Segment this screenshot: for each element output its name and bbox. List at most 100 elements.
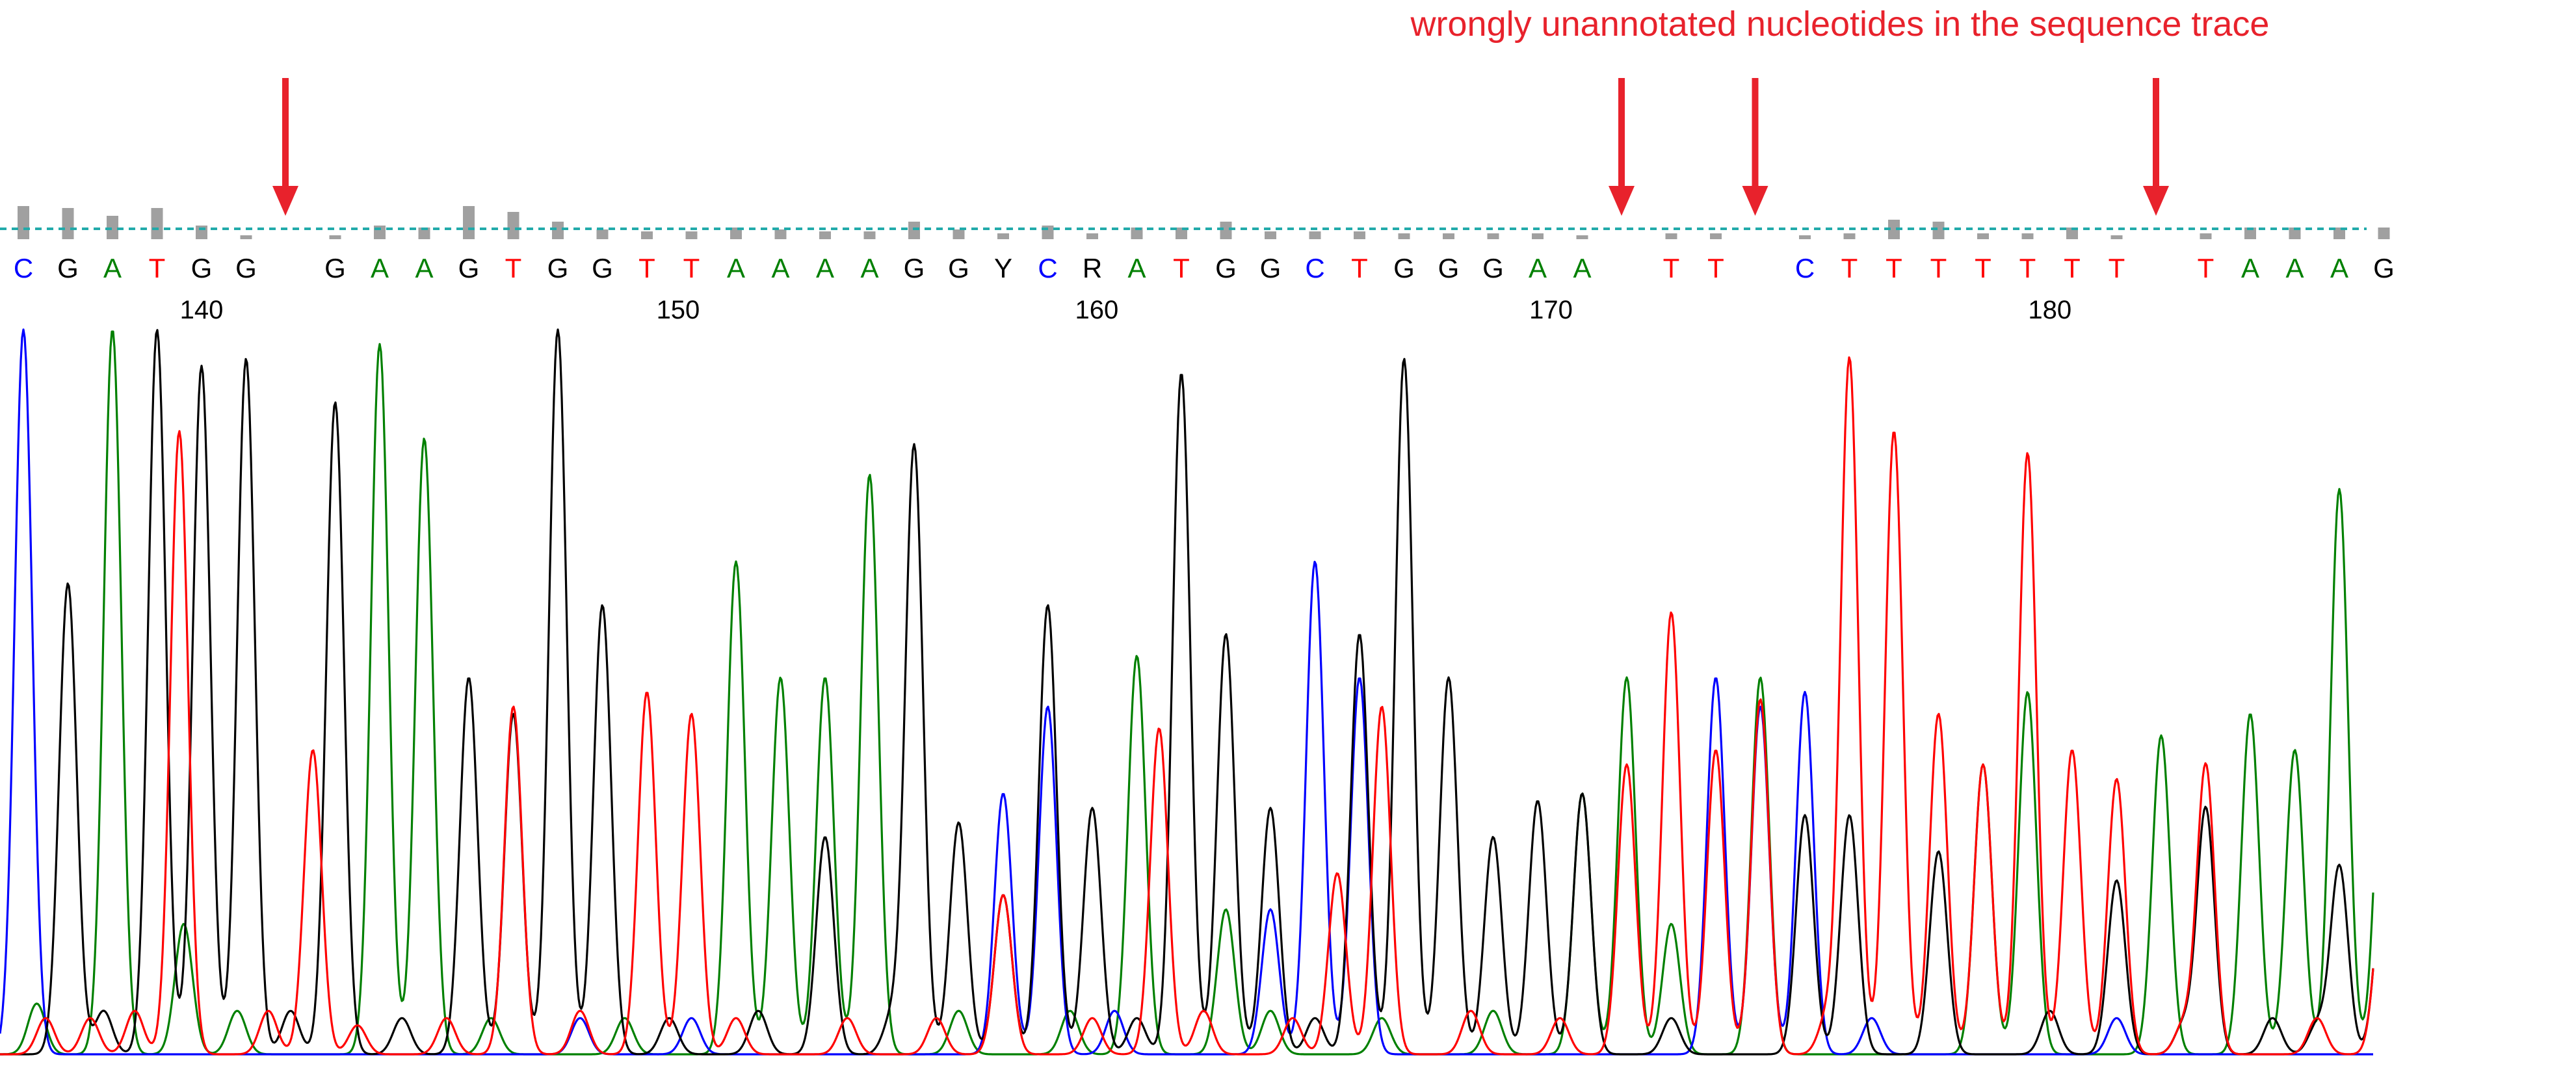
quality-bar bbox=[863, 231, 876, 239]
annotation-arrows bbox=[272, 78, 2169, 216]
annotation-arrow bbox=[2143, 78, 2169, 216]
quality-bar bbox=[1665, 233, 1677, 239]
quality-bar bbox=[1443, 233, 1454, 239]
base-call: T bbox=[1975, 253, 1991, 283]
arrow-head bbox=[272, 186, 298, 216]
base-call: G bbox=[1482, 253, 1504, 283]
quality-bar bbox=[2333, 228, 2345, 239]
base-call: T bbox=[1707, 253, 1724, 283]
quality-bar bbox=[1398, 233, 1410, 239]
base-call: A bbox=[371, 253, 389, 283]
base-call: G bbox=[324, 253, 346, 283]
base-call: T bbox=[1930, 253, 1947, 283]
quality-bar bbox=[1576, 235, 1588, 239]
quality-bar bbox=[62, 208, 74, 239]
quality-bar bbox=[1710, 233, 1722, 239]
base-call: G bbox=[1393, 253, 1415, 283]
arrow-head bbox=[2143, 186, 2169, 216]
annotation-arrow bbox=[272, 78, 298, 216]
quality-bar bbox=[2244, 228, 2256, 239]
base-call: G bbox=[592, 253, 613, 283]
base-call: Y bbox=[994, 253, 1012, 283]
quality-bar bbox=[1354, 231, 1365, 239]
base-call: A bbox=[103, 253, 122, 283]
quality-bar bbox=[1131, 228, 1143, 239]
quality-bar bbox=[819, 231, 831, 239]
position-ticks: 140 150 160 170 180 bbox=[180, 296, 2072, 324]
quality-bar bbox=[151, 208, 163, 239]
quality-bar bbox=[1309, 231, 1321, 239]
base-call: G bbox=[904, 253, 925, 283]
base-call: A bbox=[771, 253, 789, 283]
quality-bar bbox=[240, 235, 252, 239]
quality-bar bbox=[1888, 220, 1900, 239]
quality-bar bbox=[1265, 231, 1276, 239]
base-call: C bbox=[1038, 253, 1057, 283]
trace-lines bbox=[0, 328, 2374, 1056]
base-call: C bbox=[1305, 253, 1324, 283]
base-call: T bbox=[505, 253, 522, 283]
base-call: T bbox=[149, 253, 166, 283]
base-call: A bbox=[816, 253, 834, 283]
quality-bar bbox=[1176, 228, 1187, 239]
quality-bar bbox=[18, 206, 29, 239]
base-call: G bbox=[191, 253, 213, 283]
quality-bar bbox=[1799, 235, 1811, 239]
quality-bar bbox=[2110, 235, 2123, 239]
annotation-arrow bbox=[1609, 78, 1635, 216]
arrow-head bbox=[1609, 186, 1635, 216]
base-call: T bbox=[1663, 253, 1680, 283]
trace-T bbox=[0, 356, 2374, 1056]
position-tick-label: 170 bbox=[1529, 296, 1573, 324]
quality-bar bbox=[2289, 228, 2301, 239]
quality-bar bbox=[2021, 233, 2034, 239]
quality-bar bbox=[730, 228, 742, 239]
quality-bar bbox=[463, 206, 475, 239]
quality-bar bbox=[1843, 233, 1856, 239]
base-call: A bbox=[2330, 253, 2348, 283]
position-tick-label: 160 bbox=[1075, 296, 1118, 324]
base-call: G bbox=[547, 253, 569, 283]
base-call: T bbox=[2198, 253, 2215, 283]
quality-bar bbox=[1532, 233, 1544, 239]
arrow-head bbox=[1742, 186, 1768, 216]
base-call: T bbox=[1841, 253, 1858, 283]
base-call: R bbox=[1083, 253, 1102, 283]
quality-bar bbox=[507, 212, 519, 239]
base-call: T bbox=[2019, 253, 2036, 283]
trace-C bbox=[0, 328, 2373, 1056]
base-call: T bbox=[2064, 253, 2081, 283]
base-call: A bbox=[2285, 253, 2304, 283]
base-call: T bbox=[1173, 253, 1190, 283]
base-call: T bbox=[638, 253, 655, 283]
base-call: G bbox=[458, 253, 480, 283]
position-tick-label: 150 bbox=[657, 296, 700, 324]
trace-G bbox=[0, 328, 2374, 1056]
trace-A bbox=[0, 330, 2374, 1056]
position-tick-label: 180 bbox=[2028, 296, 2071, 324]
quality-bars bbox=[18, 206, 2390, 239]
quality-bar bbox=[1932, 222, 1945, 239]
quality-bar bbox=[953, 229, 965, 239]
quality-bar bbox=[1086, 233, 1098, 239]
base-call: G bbox=[57, 253, 79, 283]
base-call: G bbox=[948, 253, 969, 283]
base-call: C bbox=[1795, 253, 1815, 283]
quality-bar bbox=[2378, 228, 2390, 239]
position-tick-label: 140 bbox=[180, 296, 224, 324]
base-call: G bbox=[1438, 253, 1460, 283]
quality-bar bbox=[1487, 233, 1499, 239]
quality-bar bbox=[908, 222, 920, 239]
quality-bar bbox=[107, 216, 118, 239]
quality-bar bbox=[552, 222, 564, 239]
quality-bar bbox=[2200, 233, 2212, 239]
quality-bar bbox=[596, 229, 609, 239]
quality-bar bbox=[685, 231, 698, 239]
base-call: T bbox=[1886, 253, 1902, 283]
quality-bar bbox=[418, 228, 430, 239]
base-call: A bbox=[1127, 253, 1146, 283]
quality-bar bbox=[329, 235, 341, 239]
